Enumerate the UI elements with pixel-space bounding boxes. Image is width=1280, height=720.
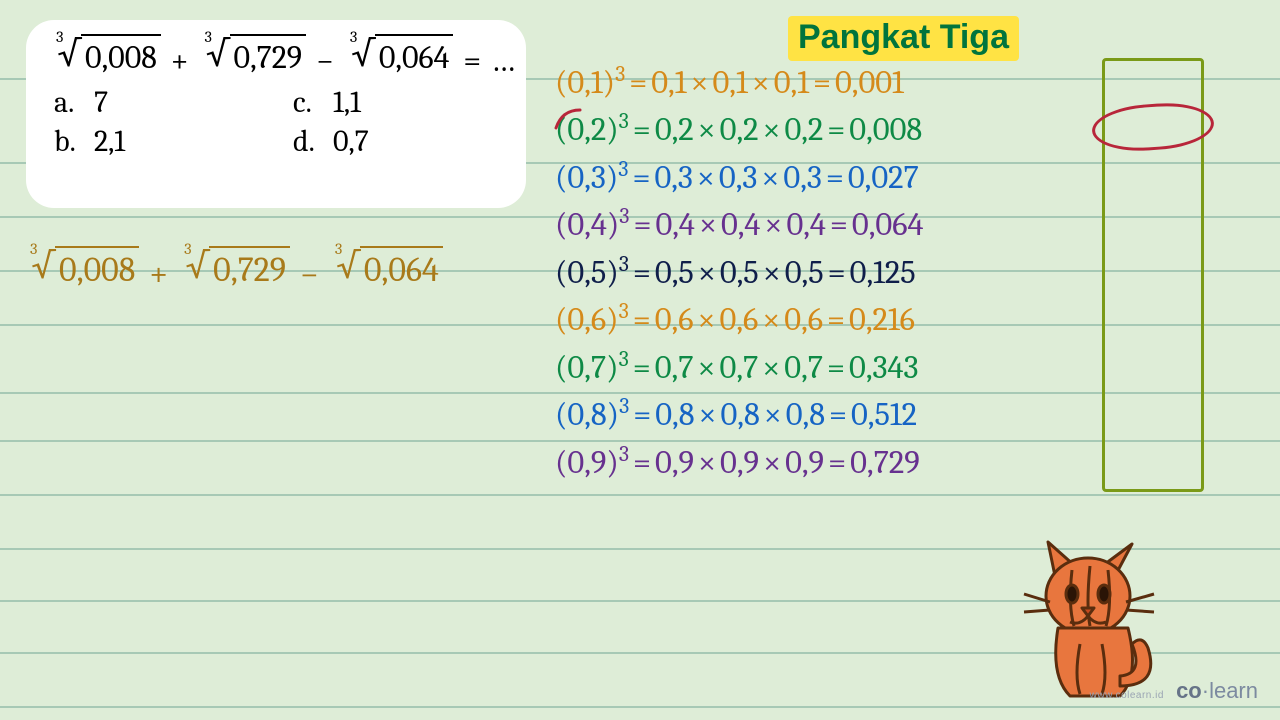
- option-a: a.7: [54, 85, 263, 120]
- radical-sign: √: [351, 36, 375, 72]
- radicand: 0,008: [55, 246, 139, 294]
- radicand: 0,729: [209, 246, 290, 294]
- brand-rest: learn: [1209, 678, 1258, 703]
- answer-options: a.7 c.1,1 b.2,1 d.0,7: [50, 85, 502, 159]
- radicand: 0,064: [375, 34, 453, 79]
- radical-sign: √: [336, 248, 360, 284]
- operator-plus: +: [171, 42, 189, 79]
- radical-sign: √: [57, 36, 81, 72]
- question-equation: 3√0,008 + 3√0,729 − 3√0,064 = …: [50, 34, 502, 79]
- radical-sign: √: [185, 248, 209, 284]
- operator-plus: +: [149, 254, 168, 294]
- radicand: 0,729: [230, 34, 307, 79]
- option-d: d.0,7: [293, 124, 502, 159]
- tick-mark-icon: [550, 104, 590, 144]
- operator-minus: −: [316, 42, 334, 79]
- operator-minus: −: [300, 254, 319, 294]
- brand-bold: co: [1176, 678, 1202, 703]
- radical-sign: √: [206, 36, 230, 72]
- brand-dot: ·: [1202, 678, 1209, 703]
- radical-sign: √: [31, 248, 55, 284]
- option-c: c.1,1: [293, 85, 502, 120]
- radicand: 0,064: [360, 246, 443, 294]
- ellipsis: …: [491, 42, 515, 79]
- option-b: b.2,1: [54, 124, 263, 159]
- workout-expression: 3√0,008 + 3√0,729 − 3√0,064: [24, 246, 443, 294]
- brand-url: www.colearn.id: [1090, 690, 1164, 701]
- section-title: Pangkat Tiga: [788, 16, 1019, 61]
- brand-logo: www.colearn.id co·learn: [1090, 678, 1258, 704]
- question-card: 3√0,008 + 3√0,729 − 3√0,064 = … a.7 c.1,…: [26, 20, 526, 208]
- operator-equals: =: [463, 42, 481, 79]
- radicand: 0,008: [81, 34, 161, 79]
